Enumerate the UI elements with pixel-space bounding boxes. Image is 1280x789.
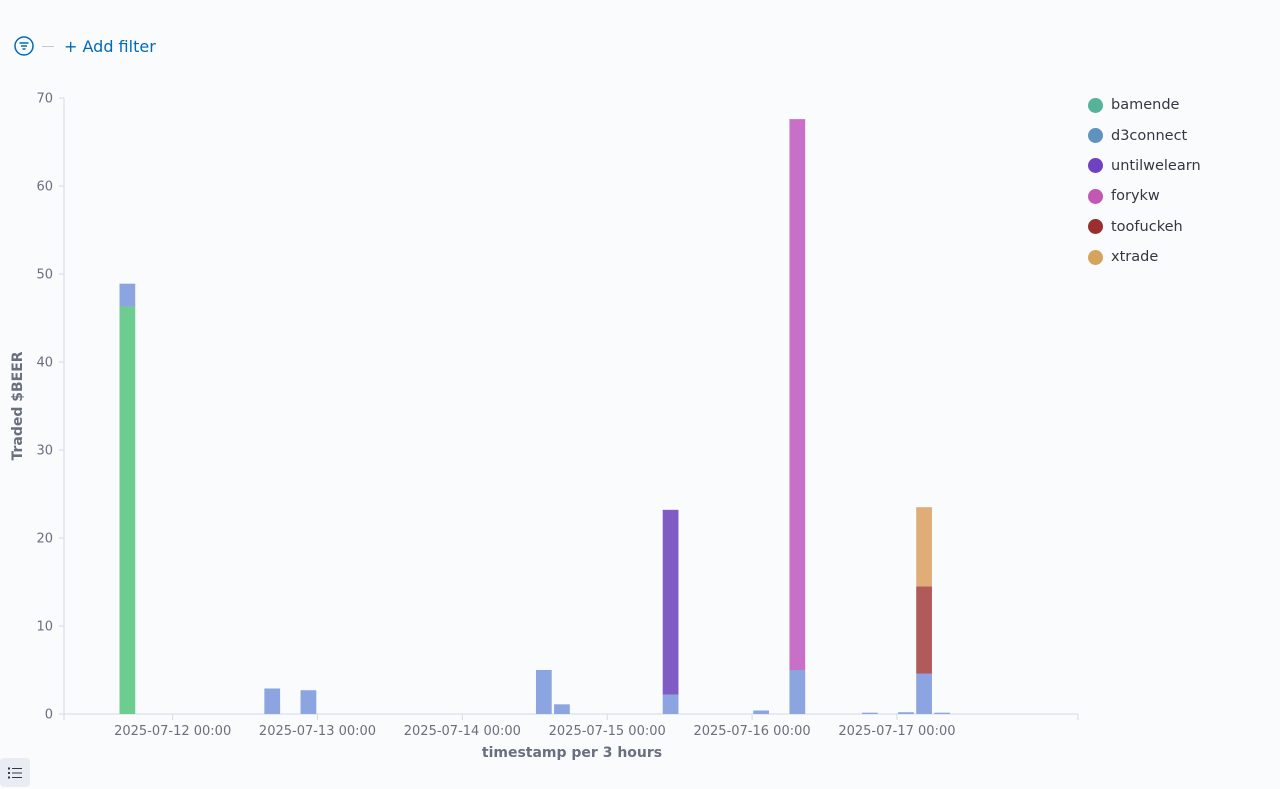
legend-label: untilwelearn xyxy=(1111,157,1201,174)
bar-toofuckeh[interactable] xyxy=(916,586,932,674)
bar-d3connect[interactable] xyxy=(898,712,914,714)
legend-item-untilwelearn[interactable]: untilwelearn xyxy=(1088,151,1201,181)
x-tick-label: 2025-07-15 00:00 xyxy=(549,724,666,739)
filter-bar: + Add filter xyxy=(14,34,156,58)
bar-d3connect[interactable] xyxy=(554,704,570,714)
legend-label: toofuckeh xyxy=(1111,218,1183,235)
bar-d3connect[interactable] xyxy=(264,688,281,714)
legend-label: bamende xyxy=(1111,97,1180,114)
y-tick-label: 30 xyxy=(36,444,53,459)
bar-d3connect[interactable] xyxy=(535,670,552,714)
bar-untilwelearn[interactable] xyxy=(662,509,679,695)
add-filter-button[interactable]: + Add filter xyxy=(64,36,156,56)
legend-label: xtrade xyxy=(1111,249,1159,266)
legend-item-d3connect[interactable]: d3connect xyxy=(1088,120,1201,150)
legend-item-bamende[interactable]: bamende xyxy=(1088,90,1201,120)
x-tick-label: 2025-07-13 00:00 xyxy=(259,724,376,739)
bar-d3connect[interactable] xyxy=(119,283,136,307)
bar-d3connect[interactable] xyxy=(300,690,317,714)
bar-xtrade[interactable] xyxy=(916,507,932,587)
bars xyxy=(119,119,951,714)
y-axis: 0 10 20 30 40 50 60 70 xyxy=(36,92,65,723)
legend-swatch xyxy=(1088,188,1103,204)
y-tick-label: 10 xyxy=(36,620,53,635)
y-tick-label: 70 xyxy=(36,92,53,107)
x-tick-label: 2025-07-12 00:00 xyxy=(114,724,231,739)
x-axis: 2025-07-12 00:00 2025-07-13 00:00 2025-07-… xyxy=(63,713,1079,739)
bar-d3connect[interactable] xyxy=(753,710,769,714)
legend-swatch xyxy=(1088,219,1103,235)
bar-forykw[interactable] xyxy=(789,119,806,671)
legend-item-toofuckeh[interactable]: toofuckeh xyxy=(1088,212,1201,242)
bar-d3connect[interactable] xyxy=(916,673,932,714)
x-axis-label: timestamp per 3 hours xyxy=(482,745,662,761)
legend-label: d3connect xyxy=(1111,127,1188,144)
bar-bamende[interactable] xyxy=(119,306,136,714)
bar-d3connect[interactable] xyxy=(861,712,878,714)
legend-swatch xyxy=(1088,128,1103,144)
bar-d3connect[interactable] xyxy=(662,694,679,714)
y-tick-label: 60 xyxy=(36,180,53,195)
chart-legend: bamende d3connect untilwelearn forykw toofuc… xyxy=(1088,90,1201,272)
legend-swatch xyxy=(1088,249,1103,265)
legend-item-xtrade[interactable]: xtrade xyxy=(1088,242,1201,272)
y-axis-label: Traded $BEER xyxy=(10,351,26,460)
bar-d3connect[interactable] xyxy=(789,670,806,714)
y-tick-label: 20 xyxy=(36,532,53,547)
y-tick-label: 40 xyxy=(36,356,53,371)
filter-separator xyxy=(42,45,54,47)
x-tick-label: 2025-07-14 00:00 xyxy=(404,724,521,739)
bar-d3connect[interactable] xyxy=(934,712,951,714)
x-tick-label: 2025-07-16 00:00 xyxy=(693,724,810,739)
legend-toggle-button[interactable] xyxy=(0,758,30,787)
legend-swatch xyxy=(1088,158,1103,174)
legend-label: forykw xyxy=(1111,188,1160,205)
y-tick-label: 0 xyxy=(45,708,53,723)
list-icon xyxy=(8,767,22,778)
y-tick-label: 50 xyxy=(36,268,53,283)
legend-item-forykw[interactable]: forykw xyxy=(1088,181,1201,211)
x-tick-label: 2025-07-17 00:00 xyxy=(838,724,955,739)
filter-icon[interactable] xyxy=(14,36,34,56)
legend-swatch xyxy=(1088,97,1103,113)
